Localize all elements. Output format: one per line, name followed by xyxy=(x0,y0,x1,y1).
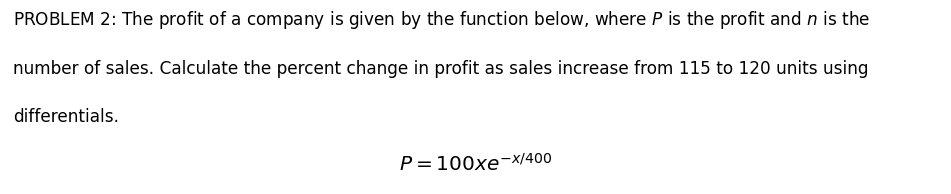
Text: number of sales. Calculate the percent change in profit as sales increase from 1: number of sales. Calculate the percent c… xyxy=(13,60,869,78)
Text: $P = 100xe^{-x/400}$: $P = 100xe^{-x/400}$ xyxy=(398,153,553,175)
Text: differentials.: differentials. xyxy=(13,108,119,126)
Text: PROBLEM 2: The profit of a company is given by the function below, where $P$ is : PROBLEM 2: The profit of a company is gi… xyxy=(13,9,871,31)
